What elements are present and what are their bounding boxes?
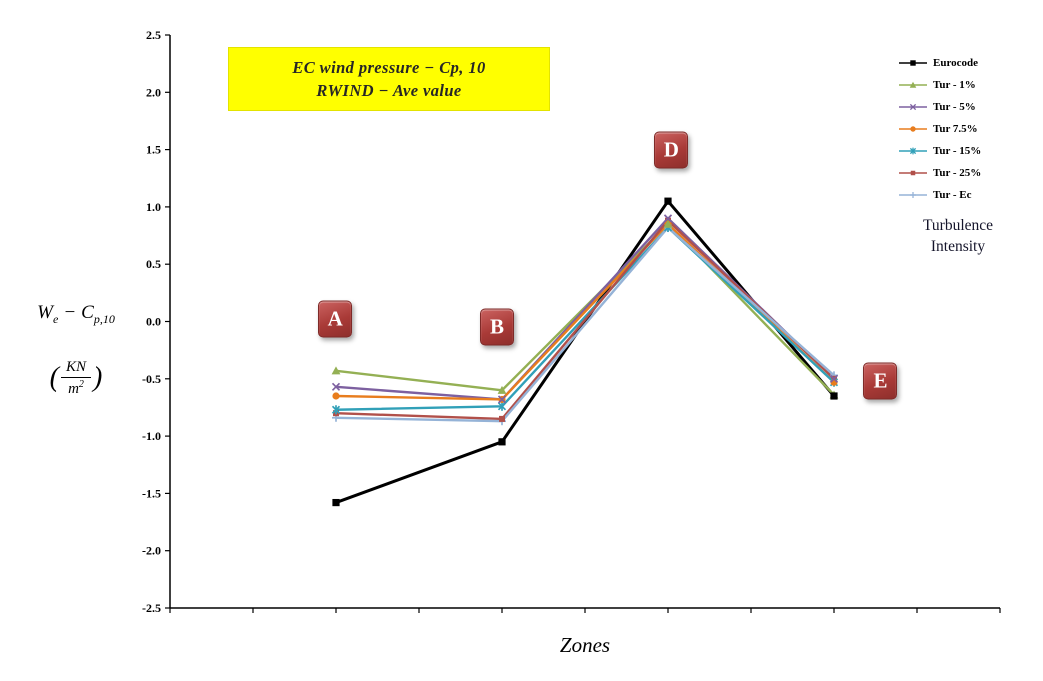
legend-items: Eurocode Tur - 1% Tur - 5% Tur 7.5% Tur - 15… bbox=[898, 52, 1026, 206]
marker-square-small bbox=[910, 170, 916, 176]
marker-x bbox=[829, 374, 839, 383]
y-tick-label: 1.5 bbox=[146, 143, 161, 157]
y-tick-label: 0.5 bbox=[146, 257, 161, 271]
y-tick-label: -2.0 bbox=[142, 544, 161, 558]
legend-label: Tur - 1% bbox=[933, 79, 976, 91]
annotation-line1: EC wind pressure − Cp, 10 bbox=[292, 57, 486, 77]
marker-square bbox=[664, 197, 672, 205]
legend-marker-icon bbox=[899, 81, 927, 88]
legend-item-5: Tur - 25% bbox=[898, 162, 1026, 184]
marker-triangle bbox=[909, 81, 917, 88]
marker-square bbox=[332, 498, 340, 507]
marker-circle bbox=[910, 126, 916, 132]
legend-item-4: Tur - 15% bbox=[898, 140, 1026, 162]
series-line-0 bbox=[334, 199, 836, 505]
x-axis-title: Zones bbox=[559, 633, 611, 657]
annotation-box: EC wind pressure − Cp, 10 RWIND − Ave va… bbox=[228, 47, 550, 111]
marker-x bbox=[497, 395, 507, 404]
marker-triangle bbox=[331, 366, 341, 375]
legend-item-3: Tur 7.5% bbox=[898, 118, 1026, 140]
marker-x bbox=[663, 214, 673, 223]
marker-square bbox=[910, 60, 916, 66]
legend-marker-icon bbox=[899, 103, 927, 111]
legend-item-0: Eurocode bbox=[898, 52, 1026, 74]
series-line-3 bbox=[334, 222, 836, 401]
legend-label: Tur - 5% bbox=[933, 101, 976, 113]
y-axis-title: We − Cp,10 ( KN m2 ) bbox=[0, 302, 152, 398]
legend-marker-icon bbox=[899, 60, 927, 66]
legend-marker-icon bbox=[899, 126, 927, 132]
y-var-2-sub: p,10 bbox=[93, 311, 115, 326]
legend: Eurocode Tur - 1% Tur - 5% Tur 7.5% Tur - 15… bbox=[898, 52, 1026, 258]
legend-label: Tur - 15% bbox=[933, 145, 982, 157]
unit-fraction: KN m2 bbox=[60, 359, 91, 398]
series-line-4 bbox=[334, 226, 836, 411]
y-tick-label: 2.0 bbox=[146, 85, 161, 99]
series-line-5 bbox=[334, 219, 836, 421]
legend-label: Tur - Ec bbox=[933, 189, 972, 201]
y-tick-label: -0.5 bbox=[142, 372, 161, 386]
unit-numerator: KN bbox=[60, 359, 91, 378]
unit-den-exp: 2 bbox=[78, 378, 84, 390]
y-tick-label: 0.0 bbox=[146, 315, 161, 329]
y-var-2: C bbox=[81, 302, 94, 323]
marker-triangle bbox=[663, 219, 673, 228]
unit-den-base: m bbox=[68, 380, 79, 397]
marker-square bbox=[498, 438, 506, 446]
legend-marker-icon bbox=[899, 170, 927, 176]
legend-item-2: Tur - 5% bbox=[898, 96, 1026, 118]
y-tick-label: -1.0 bbox=[142, 429, 161, 443]
y-tick-label: -2.5 bbox=[142, 601, 161, 615]
annotation-line2: RWIND − Ave value bbox=[316, 80, 462, 100]
legend-label: Tur 7.5% bbox=[933, 123, 978, 135]
y-var-1-sub: e bbox=[52, 311, 59, 326]
marker-square-small bbox=[499, 415, 505, 422]
legend-item-6: Tur - Ec bbox=[898, 184, 1026, 206]
y-tick-label: 1.0 bbox=[146, 200, 161, 214]
minus-sign: − bbox=[63, 302, 77, 323]
legend-label: Tur - 25% bbox=[933, 167, 982, 179]
legend-marker-icon bbox=[899, 192, 927, 198]
legend-item-1: Tur - 1% bbox=[898, 74, 1026, 96]
series-line-6 bbox=[334, 226, 836, 423]
paren-close: ) bbox=[93, 362, 103, 394]
legend-marker-icon bbox=[899, 147, 927, 155]
marker-triangle bbox=[497, 385, 507, 394]
paren-open: ( bbox=[49, 362, 59, 394]
marker-x bbox=[909, 103, 917, 111]
marker-x bbox=[331, 382, 341, 391]
marker-square bbox=[830, 392, 838, 400]
y-tick-label: 2.5 bbox=[146, 28, 161, 42]
marker-circle bbox=[332, 392, 340, 400]
legend-label: Eurocode bbox=[933, 57, 979, 69]
y-var-1: W bbox=[37, 302, 53, 323]
y-axis-unit: ( KN m2 ) bbox=[0, 359, 152, 398]
y-axis-title-main: We − Cp,10 bbox=[0, 302, 152, 327]
legend-title: Turbulence Intensity bbox=[922, 217, 994, 255]
y-tick-label: -1.5 bbox=[142, 486, 161, 500]
unit-denominator: m2 bbox=[61, 378, 91, 398]
